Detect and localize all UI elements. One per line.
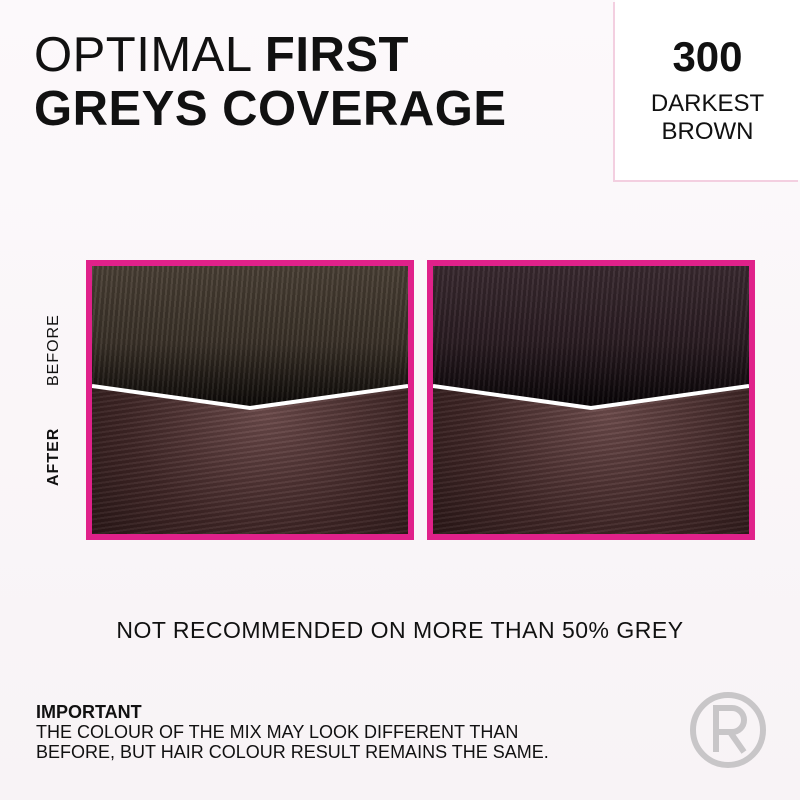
shade-card: 300 DARKEST BROWN xyxy=(615,0,800,180)
shade-name: DARKEST BROWN xyxy=(615,90,800,146)
shade-name-line2: BROWN xyxy=(661,118,754,145)
brand-logo-icon xyxy=(690,692,766,768)
before-hair-image xyxy=(433,266,749,406)
before-label: BEFORE xyxy=(45,314,62,386)
hair-swatch-left xyxy=(86,260,414,540)
important-note: IMPORTANT THE COLOUR OF THE MIX MAY LOOK… xyxy=(36,702,549,762)
shade-name-line1: DARKEST xyxy=(650,90,765,117)
before-hair-image xyxy=(92,266,408,406)
important-line2: BEFORE, BUT HAIR COLOUR RESULT REMAINS T… xyxy=(36,742,549,762)
divider-line xyxy=(92,384,408,411)
after-hair-image xyxy=(433,386,749,534)
after-hair-image xyxy=(92,386,408,534)
important-line1: THE COLOUR OF THE MIX MAY LOOK DIFFERENT… xyxy=(36,722,519,742)
important-heading: IMPORTANT xyxy=(36,702,142,722)
divider-line xyxy=(433,384,749,411)
title-bold-1: FIRST xyxy=(264,28,409,82)
title-bold-2: GREYS COVERAGE xyxy=(34,82,507,136)
after-label: AFTER xyxy=(45,427,62,486)
shade-number: 300 xyxy=(672,33,743,80)
page-title: OPTIMAL FIRST GREYS COVERAGE xyxy=(34,28,507,136)
title-light: OPTIMAL xyxy=(34,28,251,82)
grey-notice: NOT RECOMMENDED ON MORE THAN 50% GREY xyxy=(116,617,684,643)
hair-swatch-right xyxy=(427,260,755,540)
